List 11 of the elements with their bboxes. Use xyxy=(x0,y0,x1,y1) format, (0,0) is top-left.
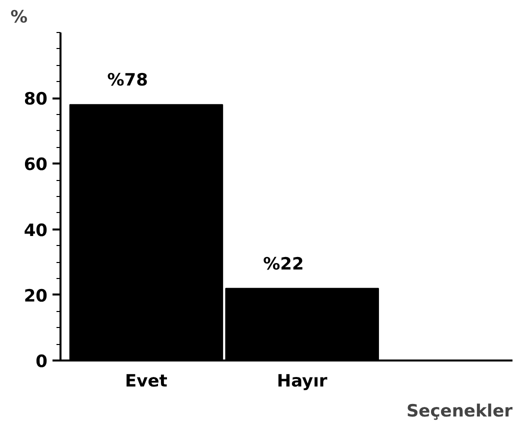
x-tick-label: Hayır xyxy=(276,372,328,392)
y-tick-label: 0 xyxy=(36,352,48,372)
x-axis-title: Seçenekler xyxy=(406,402,514,422)
y-tick-label: 40 xyxy=(24,220,48,241)
y-axis-title: % xyxy=(10,8,28,28)
y-tick-label: 60 xyxy=(24,155,48,176)
y-tick-label: 20 xyxy=(24,286,48,306)
data-label: %22 xyxy=(263,254,304,274)
x-tick-label: Evet xyxy=(125,372,168,392)
data-label: %78 xyxy=(107,70,148,91)
y-tick-label: 80 xyxy=(24,90,48,110)
